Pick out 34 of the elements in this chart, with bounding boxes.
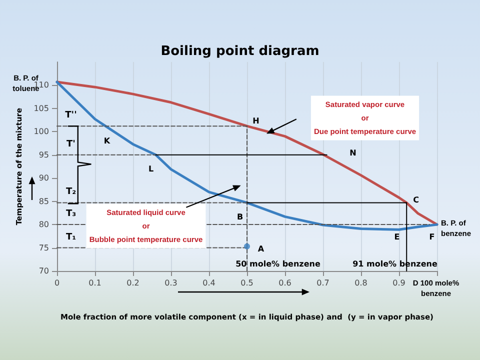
x-tick-label: 0 [54,278,60,288]
annotation: 50 mole% benzene [236,260,321,268]
x-tick-label: 0.1 [88,278,102,288]
series-label: T₂ [66,187,76,198]
x-tick-label: 0.4 [202,278,216,288]
x-tick-label: 0.5 [240,278,254,288]
y-tick-label: 90 [38,174,49,183]
y-tick-label: 100 [34,127,49,136]
annotation: F [429,232,435,242]
series-label: T'' [65,110,77,121]
x-tick-label: 0.3 [164,278,178,288]
annotation: N [350,148,356,158]
annotation: H [252,116,260,126]
x-tick-label: 0.2 [126,278,140,288]
y-tick-label: 80 [38,220,49,230]
annotation: A [258,244,265,254]
series-label: T₁ [66,232,76,242]
x-tick-label: 0.7 [316,278,330,288]
y-tick-label: 95 [38,150,49,160]
series-label: T₃ [66,209,76,220]
annotation: L [148,164,154,174]
y-tick-label: 75 [38,243,49,252]
y-tick-label: 105 [34,104,49,113]
annotation: K [104,136,111,146]
series-label: T' [66,139,76,150]
annotation: C [413,196,420,204]
x-tick-label: 0.6 [278,278,292,288]
x-tick-label: 0.8 [354,278,368,288]
x-tick-label: 0.9 [392,278,406,288]
chart-title: Boiling point diagram [160,44,320,59]
annotation: E [394,232,400,242]
y-tick-label: 70 [38,266,49,276]
annotation: B [236,212,244,222]
y-tick-label: 85 [38,196,49,206]
